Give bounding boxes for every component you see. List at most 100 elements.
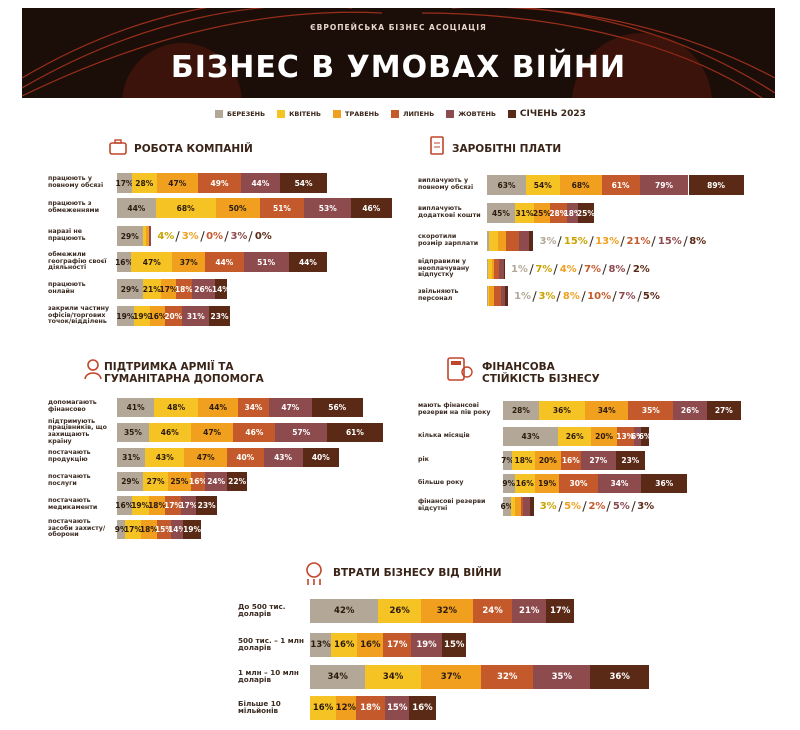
value-label: 19% — [416, 640, 437, 650]
bar-segment: 25% — [533, 203, 551, 223]
value-label: 34% — [382, 672, 404, 682]
category-label: наразі не працюють — [48, 228, 86, 242]
value-label: 50% — [228, 203, 247, 213]
value-label: 25% — [576, 208, 595, 218]
chart-title: РОБОТА КОМПАНІЙ — [134, 143, 253, 155]
bar-segment: 40% — [227, 447, 264, 467]
value-label: 14% — [168, 524, 187, 534]
bar-segment: 15% — [384, 696, 410, 720]
outside-labels: 3% 5% 2% 5% 3% — [540, 497, 654, 516]
bar-segment: 31% — [117, 447, 146, 467]
bar-segment: 21% — [142, 279, 161, 299]
legend-item: ТРАВЕНЬ — [333, 110, 379, 118]
bar-segment — [488, 231, 499, 251]
bar-segment: 46% — [351, 198, 392, 218]
value-label: 13% — [616, 431, 635, 441]
value-label: 15% — [387, 703, 408, 713]
bar-segment — [487, 259, 492, 279]
legend-label: ЛИПЕНЬ — [403, 110, 435, 118]
bar-segment: 19% — [411, 633, 443, 657]
value-label: 6% — [500, 501, 514, 511]
value-label: 26% — [680, 405, 699, 415]
bar-segment — [504, 286, 509, 306]
bar-segment: 23% — [209, 306, 230, 326]
bar-segment — [494, 259, 499, 279]
bar-segment: 44% — [197, 397, 239, 417]
legend-label: ЖОВТЕНЬ — [458, 110, 496, 118]
bar-segment: 17% — [164, 495, 182, 515]
value-label: 4% — [559, 263, 577, 275]
bar-segment — [148, 226, 152, 246]
value-label: 36% — [552, 405, 571, 415]
legend-label: КВІТЕНЬ — [289, 110, 322, 118]
value-label: 19% — [183, 524, 202, 534]
value-label: 18% — [514, 455, 533, 465]
bar-segment: 28% — [131, 173, 157, 193]
bar-segment: 24% — [473, 599, 513, 623]
value-label: 45% — [491, 208, 510, 218]
value-label: 32% — [436, 606, 458, 616]
value-label: 29% — [120, 231, 139, 241]
value-label: 7% — [501, 455, 514, 465]
category-label: працюють у повному обсязі — [48, 175, 104, 189]
header-band: ЄВРОПЕЙСЬКА БІЗНЕС АСОЦІАЦІЯ БІЗНЕС В УМ… — [22, 8, 775, 98]
value-label: 36% — [655, 478, 674, 488]
bar-segment: 19% — [116, 306, 134, 326]
icon — [447, 357, 473, 381]
category-label: звільняють персонал — [418, 288, 459, 302]
bar-segment — [528, 231, 534, 251]
bar-segment: 7% — [501, 450, 514, 470]
value-label: 30% — [569, 478, 588, 488]
organization: ЄВРОПЕЙСЬКА БІЗНЕС АСОЦІАЦІЯ — [310, 23, 487, 32]
bar-segment: 37% — [420, 665, 482, 689]
bar-segment: 18% — [355, 696, 385, 720]
bar-segment: 34% — [584, 400, 629, 420]
value-label: 7% — [584, 263, 602, 275]
bar-segment: 23% — [196, 495, 218, 515]
category-label: скоротили розмір зарплати — [418, 233, 479, 247]
bar-segment: 16% — [409, 696, 436, 720]
value-label: 28% — [549, 208, 568, 218]
legend-item: СІЧЕНЬ 2023 — [507, 109, 586, 119]
value-label: 15% — [657, 235, 682, 247]
value-label: 51% — [273, 203, 291, 213]
bar-segment: 17% — [116, 173, 133, 193]
chart-title: ЗАРОБІТНІ ПЛАТИ — [452, 143, 562, 155]
value-label: 16% — [148, 311, 167, 321]
bar-segment: 20% — [164, 306, 182, 326]
bar-segment: 56% — [311, 397, 363, 417]
value-label: 23% — [197, 500, 216, 510]
separator — [558, 500, 563, 512]
value-label: 3% — [539, 235, 557, 247]
bar-segment: 20% — [535, 450, 561, 470]
bar-segment: 25% — [576, 203, 595, 223]
bar-segment: 14% — [168, 519, 187, 539]
value-label: 53% — [318, 203, 337, 213]
value-label: 56% — [328, 402, 347, 412]
bar-segment: 23% — [615, 450, 646, 470]
bar-segment: 47% — [190, 422, 234, 442]
value-label: 5% — [642, 290, 660, 302]
value-label: 13% — [310, 640, 331, 650]
value-label: 68% — [176, 203, 195, 213]
value-label: 5% — [564, 500, 582, 512]
bar-segment: 16% — [514, 473, 535, 493]
bar-segment: 46% — [148, 422, 191, 442]
value-label: 14% — [211, 284, 230, 294]
value-label: 18% — [360, 703, 381, 713]
bar-segment — [510, 496, 515, 516]
category-label: обмежили географію своєї діяльності — [48, 251, 107, 272]
bar-segment: 41% — [117, 397, 155, 417]
bar-segment: 30% — [559, 473, 598, 493]
bar-segment: 45% — [487, 203, 515, 223]
separator — [612, 290, 618, 302]
value-label: 6% — [638, 431, 652, 441]
chart-title: ПІДТРИМКА АРМІЇ ТА ГУМАНІТАРНА ДОПОМОГА — [104, 361, 264, 385]
bar-segment: 51% — [243, 252, 289, 272]
bar-segment: 79% — [639, 175, 689, 195]
legend-label: СІЧЕНЬ 2023 — [519, 109, 586, 119]
separator — [532, 290, 538, 302]
bar-segment: 16% — [189, 471, 207, 491]
bar-segment: 48% — [154, 397, 198, 417]
